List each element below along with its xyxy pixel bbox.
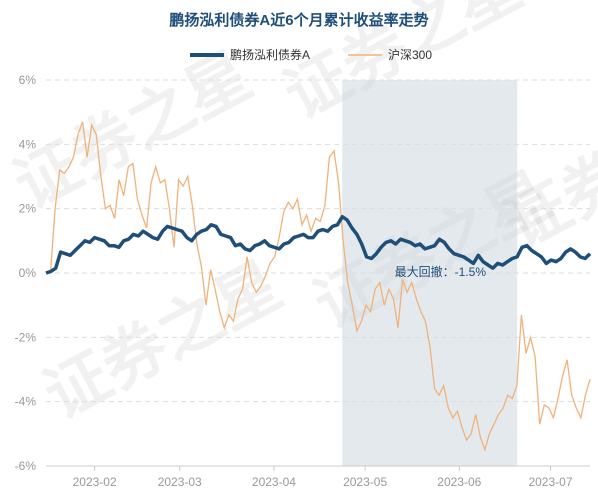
- y-tick-label: -2%: [15, 330, 37, 344]
- watermark-text: 证券之星: [3, 39, 263, 223]
- x-tick-label: 2023-03: [158, 475, 202, 489]
- series-line-hs300: [45, 121, 591, 453]
- y-tick-label: -6%: [15, 459, 37, 473]
- y-tick-label: 4%: [19, 137, 37, 151]
- y-tick-label: 2%: [19, 202, 37, 216]
- y-tick-label: -4%: [15, 395, 37, 409]
- legend-label-fund: 鹏扬泓利债券A: [230, 47, 310, 62]
- x-axis: 2023-02 2023-03 2023-04 2023-05 2023-06 2023-…: [73, 466, 573, 489]
- y-tick-label: 6%: [19, 73, 37, 87]
- y-tick-label: 0%: [19, 266, 37, 280]
- x-tick-label: 2023-06: [437, 475, 481, 489]
- chart-title: 鹏扬泓利债券A近6个月累计收益率走势: [169, 11, 428, 29]
- legend: 鹏扬泓利债券A 沪深300: [190, 47, 432, 62]
- x-tick-label: 2023-02: [73, 475, 117, 489]
- legend-label-index: 沪深300: [388, 48, 432, 62]
- x-tick-label: 2023-05: [343, 475, 387, 489]
- x-tick-label: 2023-04: [252, 475, 296, 489]
- series-line-fund: [45, 214, 592, 275]
- y-axis: 6% 4% 2% 0% -2% -4% -6%: [15, 73, 37, 473]
- watermark-text: 证券之星: [33, 249, 293, 433]
- x-tick-label: 2023-07: [528, 475, 572, 489]
- max-drawdown-label: 最大回撤：-1.5%: [395, 264, 487, 279]
